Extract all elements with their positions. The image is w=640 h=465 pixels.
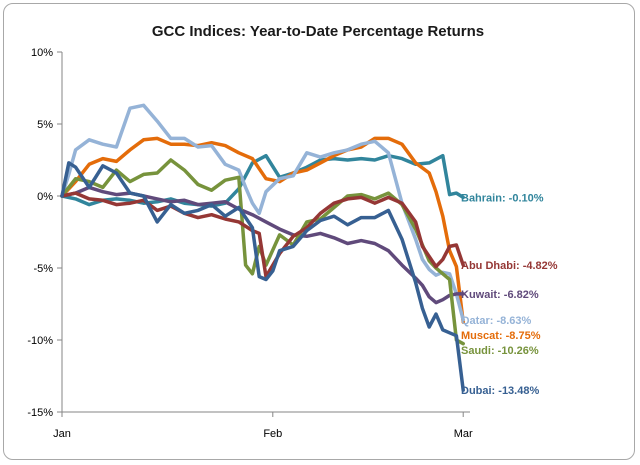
y-tick-label: 0% (37, 191, 53, 203)
end-labels: Bahrain: -0.10% Abu Dhabi: -4.82% Kuwait: … (461, 192, 558, 397)
series-line-dubai (60, 161, 465, 392)
series-line-bahrain (60, 153, 465, 208)
end-label-dubai: Dubai: -13.48% (461, 385, 539, 397)
y-tick-label: 5% (37, 119, 53, 131)
x-tick-label: Feb (263, 428, 282, 440)
end-label-muscat: Muscat: -8.75% (461, 330, 541, 342)
end-label-saudi: Saudi: -10.26% (461, 345, 539, 357)
end-label-kuwait: Kuwait: -6.82% (461, 289, 539, 301)
axes: 10% 5% 0% -5% -10% -15%Jan Feb Mar (27, 47, 473, 440)
y-tick-label: -10% (27, 335, 53, 347)
chart-title: GCC Indices: Year-to-Date Percentage Ret… (152, 23, 484, 40)
series-line-muscat (60, 136, 465, 324)
y-tick-label: -15% (27, 407, 53, 419)
series-line-qatar (60, 103, 465, 322)
chart-frame (3, 3, 635, 460)
y-tick-label: -5% (33, 263, 53, 275)
end-label-qatar: Qatar: -8.63% (461, 315, 532, 327)
y-tick-label: 10% (31, 47, 53, 59)
end-label-bahrain: Bahrain: -0.10% (461, 192, 544, 204)
end-label-abu-dhabi: Abu Dhabi: -4.82% (461, 260, 558, 272)
x-tick-label: Mar (454, 428, 473, 440)
x-tick-label: Jan (53, 428, 71, 440)
series-layer (60, 103, 465, 392)
